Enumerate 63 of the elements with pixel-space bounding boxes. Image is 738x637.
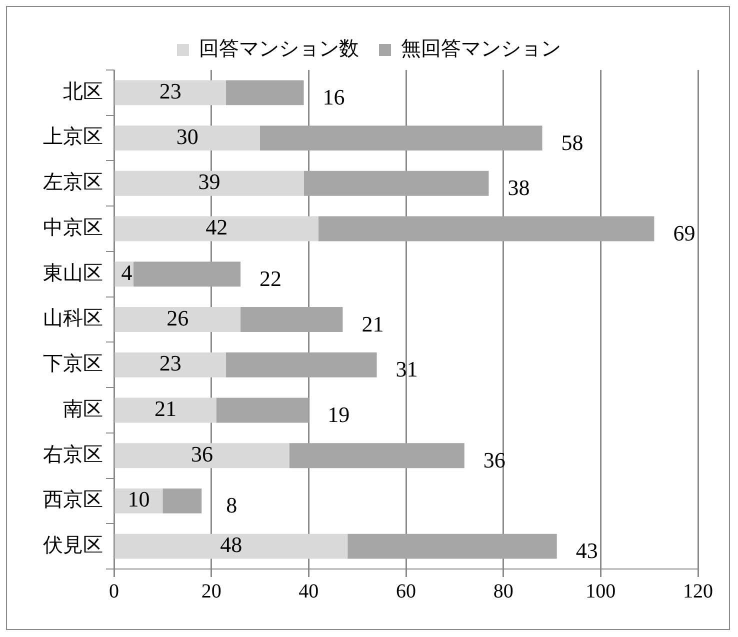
y-tick-label: 南区 bbox=[63, 396, 103, 420]
bar bbox=[240, 307, 343, 332]
y-tick-label: 伏見区 bbox=[43, 532, 103, 557]
data-label: 42 bbox=[206, 214, 228, 240]
data-label: 21 bbox=[154, 396, 176, 422]
bar bbox=[114, 352, 226, 378]
data-label: 30 bbox=[176, 124, 198, 149]
bar bbox=[260, 126, 542, 151]
bar bbox=[318, 216, 654, 242]
bar bbox=[114, 488, 163, 514]
data-label: 23 bbox=[159, 350, 182, 376]
data-label: 16 bbox=[322, 84, 345, 110]
data-label: 26 bbox=[166, 305, 189, 330]
data-label: 10 bbox=[128, 486, 150, 512]
y-tick-label: 山科区 bbox=[43, 306, 103, 330]
y-tick-label: 北区 bbox=[63, 78, 103, 103]
data-label: 8 bbox=[226, 492, 238, 518]
bar bbox=[114, 307, 241, 332]
bar bbox=[114, 398, 216, 423]
bar bbox=[114, 216, 318, 242]
data-label: 38 bbox=[508, 175, 530, 200]
bar bbox=[216, 398, 309, 423]
x-tick-label: 20 bbox=[201, 580, 222, 602]
legend-label: 無回答マンション bbox=[401, 36, 561, 60]
bar bbox=[226, 80, 304, 106]
bar bbox=[114, 170, 304, 196]
x-tick-label: 60 bbox=[396, 580, 416, 602]
x-tick-label: 40 bbox=[298, 580, 319, 602]
y-tick-label: 中京区 bbox=[43, 214, 103, 239]
y-tick-label: 左京区 bbox=[43, 170, 103, 194]
y-tick-label: 西京区 bbox=[43, 487, 103, 512]
y-tick-label: 東山区 bbox=[43, 260, 103, 284]
data-label: 4 bbox=[121, 260, 132, 285]
bar bbox=[304, 170, 489, 196]
data-label: 36 bbox=[190, 441, 213, 466]
bar bbox=[114, 126, 260, 151]
data-label: 23 bbox=[159, 78, 182, 104]
y-tick-label: 上京区 bbox=[43, 124, 103, 148]
data-label: 21 bbox=[362, 311, 384, 336]
bar bbox=[226, 352, 377, 378]
y-tick-label: 右京区 bbox=[43, 442, 103, 466]
data-label: 69 bbox=[673, 220, 696, 246]
bar bbox=[162, 488, 202, 514]
bar bbox=[114, 534, 348, 559]
data-label: 22 bbox=[260, 266, 282, 291]
bar bbox=[114, 443, 290, 468]
data-label: 43 bbox=[576, 538, 598, 564]
legend-label: 回答マンション数 bbox=[199, 36, 359, 60]
data-label: 31 bbox=[396, 356, 418, 382]
x-tick-label: 100 bbox=[586, 580, 616, 602]
y-tick-label: 下京区 bbox=[43, 351, 103, 376]
data-label: 19 bbox=[328, 402, 350, 428]
data-label: 39 bbox=[198, 169, 220, 194]
bar bbox=[289, 443, 464, 468]
x-tick-label: 80 bbox=[493, 580, 514, 602]
bar bbox=[348, 534, 557, 559]
data-label: 36 bbox=[483, 447, 506, 472]
x-tick-label: 0 bbox=[109, 580, 119, 602]
bar bbox=[114, 80, 226, 106]
bar bbox=[133, 262, 241, 287]
data-label: 58 bbox=[561, 130, 584, 155]
x-tick-label: 120 bbox=[683, 580, 713, 602]
data-label: 48 bbox=[220, 532, 242, 558]
